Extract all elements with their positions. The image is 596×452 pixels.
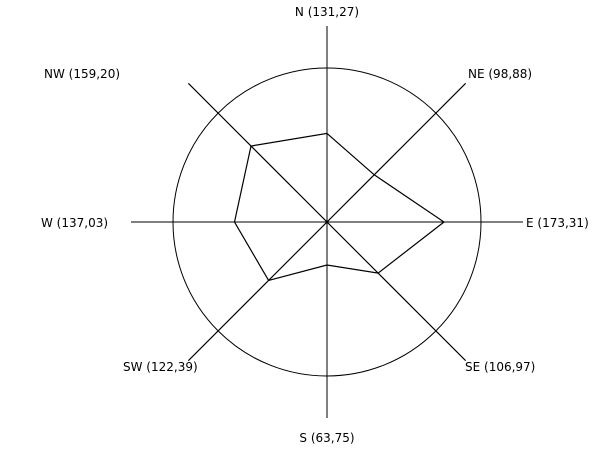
label-se: SE (106,97) <box>465 360 535 374</box>
label-s: S (63,75) <box>299 431 354 445</box>
label-n: N (131,27) <box>295 5 359 19</box>
data-polygon <box>233 132 446 282</box>
label-w: W (137,03) <box>41 216 108 230</box>
reference-circle <box>172 67 482 377</box>
axis-line-nw <box>188 83 466 361</box>
label-sw: SW (122,39) <box>123 360 198 374</box>
radar-axes <box>131 26 523 418</box>
direction-labels: N (131,27) NE (98,88) E (173,31) SE (106,97… <box>41 5 589 445</box>
label-e: E (173,31) <box>526 216 589 230</box>
label-ne: NE (98,88) <box>468 67 532 81</box>
label-nw: NW (159,20) <box>44 67 120 81</box>
